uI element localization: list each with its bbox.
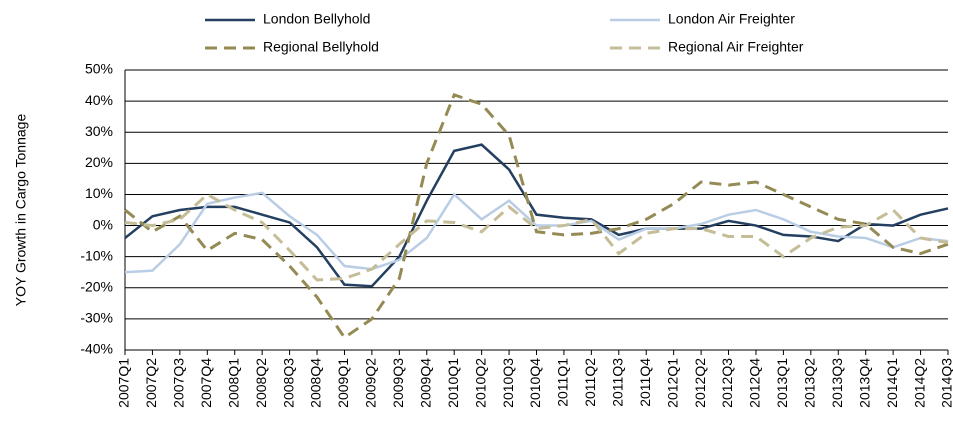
x-tick-label: 2014Q3 [939,358,953,408]
y-axis-label: YOY Growth in Cargo Tonnage [13,114,29,307]
y-tick-label: 40% [85,92,113,108]
x-tick-label: 2007Q2 [143,358,159,408]
x-tick-label: 2007Q3 [171,358,187,408]
x-tick-label: 2011Q4 [637,358,653,407]
y-tick-label: -30% [80,310,113,326]
series-line [124,93,949,340]
x-tick-label: 2008Q1 [225,358,241,408]
series-line [124,191,949,274]
y-tick-label: 30% [85,123,113,139]
legend-label: Regional Air Freighter [668,39,804,55]
x-tick-label: 2009Q4 [417,358,433,408]
x-tick-label: 2010Q4 [527,358,543,408]
x-tick-label: 2008Q2 [253,358,269,408]
y-tick-label: 20% [85,154,113,170]
x-tick-label: 2008Q4 [308,358,324,408]
x-tick-label: 2012Q1 [664,358,680,408]
y-tick-label: -40% [80,341,113,357]
x-tick-label: 2010Q2 [472,358,488,408]
x-tick-label: 2008Q3 [280,358,296,408]
x-tick-label: 2013Q2 [802,358,818,408]
x-tick-label: 2014Q1 [884,358,900,408]
y-tick-label: 10% [85,185,113,201]
x-tick-label: 2009Q2 [363,358,379,408]
x-tick-label: 2007Q1 [116,358,132,408]
x-tick-label: 2013Q4 [856,358,872,408]
x-tick-label: 2010Q3 [500,358,516,408]
x-tick-label: 2011Q1 [555,358,571,407]
legend-label: Regional Bellyhold [263,39,379,55]
series-line [124,192,949,282]
x-tick-label: 2009Q3 [390,358,406,408]
x-tick-label: 2013Q3 [829,358,845,408]
x-tick-label: 2007Q4 [198,358,214,408]
x-tick-label: 2009Q1 [335,358,351,408]
legend-label: London Bellyhold [263,11,370,27]
x-tick-label: 2012Q2 [692,358,708,408]
x-tick-label: 2013Q1 [774,358,790,408]
x-tick-label: 2011Q3 [610,358,626,407]
y-tick-label: -10% [80,247,113,263]
x-tick-label: 2014Q2 [911,358,927,408]
y-tick-label: 0% [93,216,113,232]
legend-label: London Air Freighter [668,11,795,27]
x-tick-label: 2011Q2 [582,358,598,407]
x-tick-label: 2010Q1 [445,358,461,408]
y-tick-label: -20% [80,278,113,294]
x-tick-label: 2012Q4 [747,358,763,408]
x-tick-label: 2012Q3 [719,358,735,408]
y-tick-label: 50% [85,61,113,77]
